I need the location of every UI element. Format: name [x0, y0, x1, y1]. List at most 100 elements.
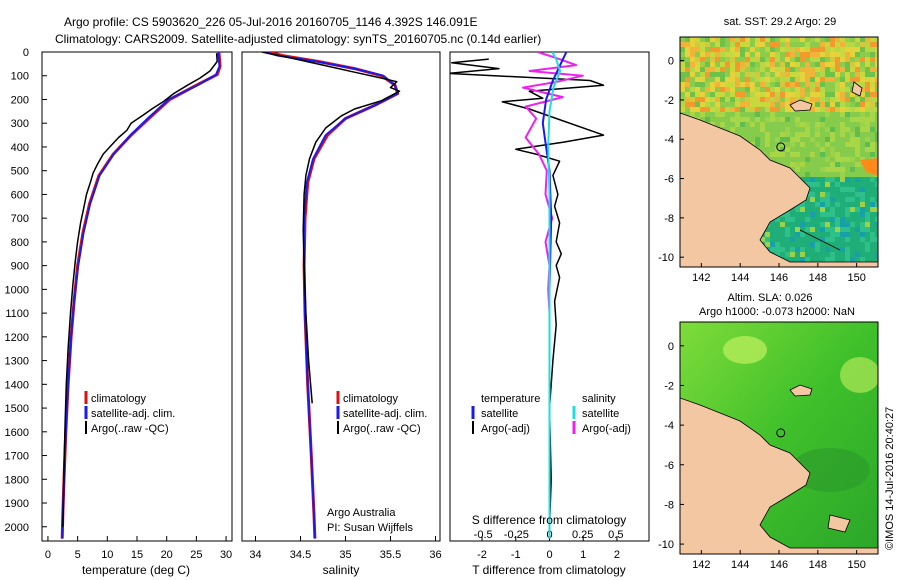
sst-cell — [690, 87, 695, 92]
sst-cell — [865, 172, 870, 177]
sst-cell — [845, 202, 850, 207]
series-t-argo — [450, 58, 605, 527]
sst-cell — [805, 227, 810, 232]
sst-cell — [810, 172, 815, 177]
sst-cell — [725, 52, 730, 57]
sst-cell — [680, 42, 685, 47]
sst-cell — [775, 72, 780, 77]
sst-cell — [860, 152, 865, 157]
sst-cell — [820, 67, 825, 72]
sst-cell — [865, 82, 870, 87]
sst-cell — [840, 242, 845, 247]
sst-cell — [790, 127, 795, 132]
sst-cell — [875, 142, 878, 147]
sst-cell — [820, 77, 825, 82]
depth-axis: 0 100 200 300 400 500 600 700 800 900 1000 1100 1200… — [5, 47, 455, 534]
sst-cell — [765, 37, 770, 42]
sst-cell — [795, 62, 800, 67]
sst-cell — [805, 97, 810, 102]
sst-cell — [815, 52, 820, 57]
sst-cell — [850, 232, 855, 237]
sst-cell — [780, 112, 785, 117]
sst-cell — [735, 122, 740, 127]
sst-cell — [730, 97, 735, 102]
sst-cell — [780, 47, 785, 52]
sst-cell — [730, 112, 735, 117]
sst-cell — [775, 107, 780, 112]
sst-cell — [780, 232, 785, 237]
sst-cell — [805, 207, 810, 212]
sst-cell — [845, 42, 850, 47]
sst-cell — [840, 137, 845, 142]
sst-cell — [790, 122, 795, 127]
sst-cell — [805, 42, 810, 47]
sst-cell — [855, 167, 860, 172]
sst-cell — [820, 227, 825, 232]
sst-cell — [830, 207, 835, 212]
sst-cell — [825, 102, 830, 107]
sst-cell — [750, 67, 755, 72]
sst-cell — [790, 112, 795, 117]
sst-cell — [720, 57, 725, 62]
sst-cell — [720, 67, 725, 72]
sst-cell — [705, 37, 710, 42]
sst-cell — [790, 77, 795, 82]
x-tick-label: -2 — [477, 549, 487, 561]
sst-cell — [870, 217, 875, 222]
sst-cell — [835, 42, 840, 47]
sst-cell — [700, 37, 705, 42]
sst-cell — [840, 147, 845, 152]
sst-cell — [840, 157, 845, 162]
sst-cell — [770, 77, 775, 82]
sst-cell — [850, 142, 855, 147]
sst-cell — [860, 57, 865, 62]
figure-title-line2: Climatology: CARS2009. Satellite-adjuste… — [55, 32, 541, 46]
sst-cell — [805, 217, 810, 222]
salinity-series — [261, 52, 401, 539]
sst-cell — [865, 227, 870, 232]
sst-cell — [820, 197, 825, 202]
sst-cell — [765, 127, 770, 132]
sst-cell — [810, 187, 815, 192]
sst-cell — [855, 192, 860, 197]
sst-cell — [795, 42, 800, 47]
sst-cell — [690, 62, 695, 67]
sst-cell — [790, 47, 795, 52]
sst-cell — [715, 62, 720, 67]
sst-cell — [815, 237, 820, 242]
sst-cell — [835, 102, 840, 107]
sst-cell — [730, 72, 735, 77]
sst-cell — [715, 52, 720, 57]
sst-cell — [685, 37, 690, 42]
sst-cell — [815, 107, 820, 112]
sst-cell — [805, 167, 810, 172]
sst-cell — [825, 207, 830, 212]
sst-cell — [700, 47, 705, 52]
sst-cell — [830, 197, 835, 202]
sst-cell — [695, 87, 700, 92]
sst-cell — [860, 212, 865, 217]
sst-cell — [785, 232, 790, 237]
sst-cell — [860, 127, 865, 132]
sst-cell — [840, 42, 845, 47]
series-s-satellite — [547, 52, 562, 539]
sst-cell — [780, 127, 785, 132]
depth-tick-label: 2000 — [5, 522, 29, 534]
sst-cell — [840, 232, 845, 237]
sst-cell — [830, 142, 835, 147]
sst-cell — [830, 97, 835, 102]
sst-cell — [785, 67, 790, 72]
sst-cell — [805, 77, 810, 82]
sst-cell — [870, 192, 875, 197]
sst-cell — [840, 237, 845, 242]
sst-cell — [825, 122, 830, 127]
sst-cell — [845, 217, 850, 222]
sst-cell — [800, 72, 805, 77]
sst-cell — [875, 117, 878, 122]
sst-cell — [835, 152, 840, 157]
sst-cell — [805, 52, 810, 57]
sst-cell — [785, 37, 790, 42]
sst-cell — [770, 37, 775, 42]
sst-cell — [825, 142, 830, 147]
depth-tick-label: 800 — [11, 237, 29, 249]
